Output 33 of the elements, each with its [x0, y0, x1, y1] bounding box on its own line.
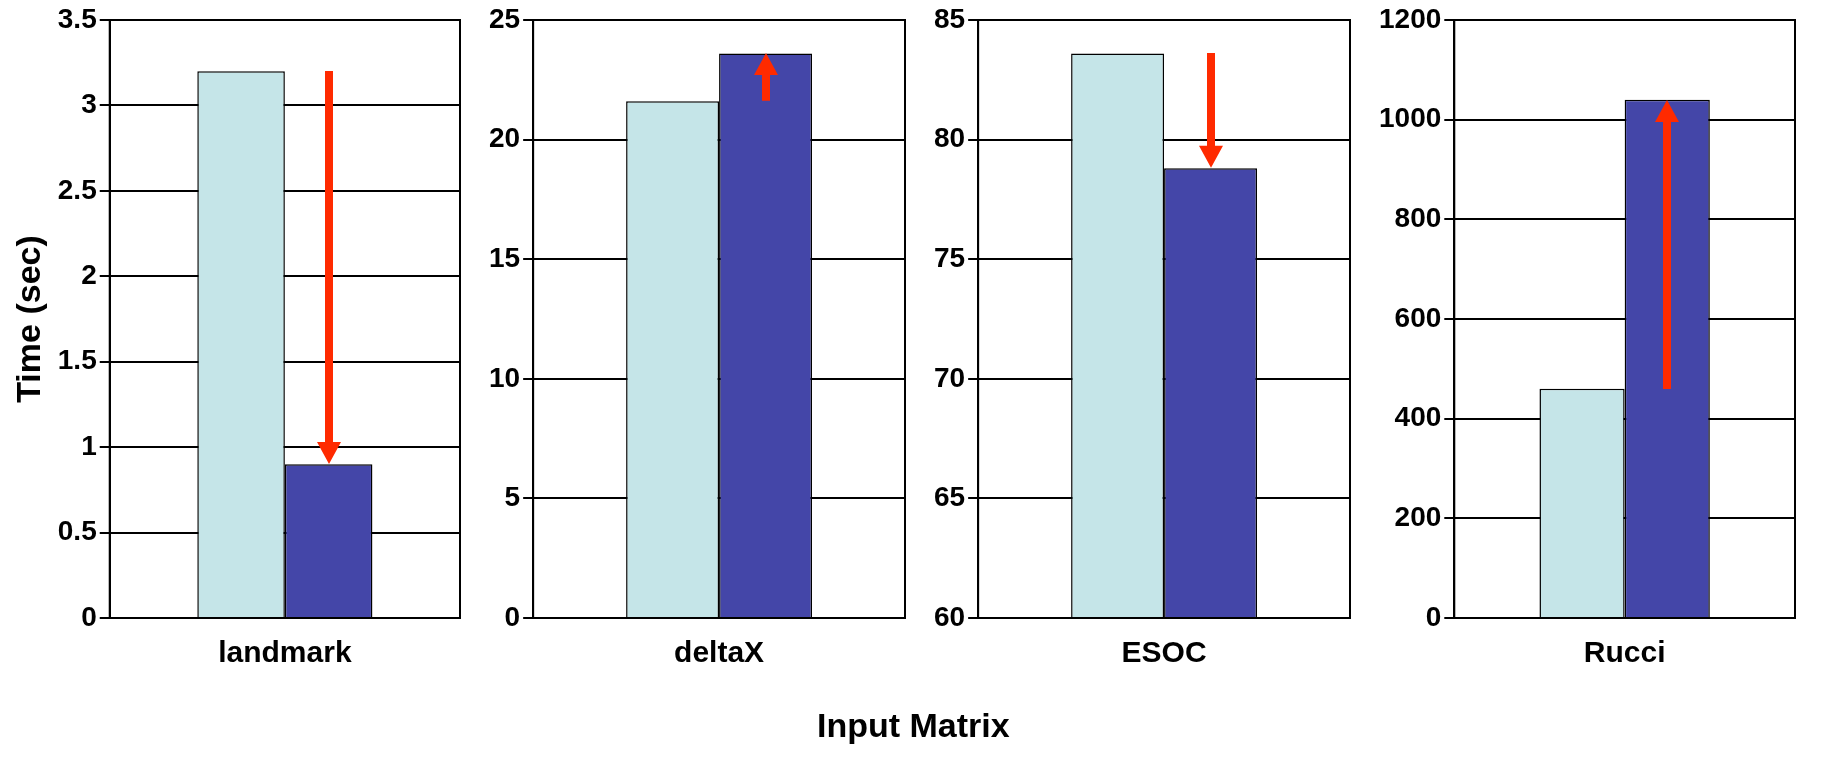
y-tick-label: 10 — [488, 361, 521, 393]
y-tick-label: 800 — [1394, 202, 1442, 234]
x-axis-title: Input Matrix — [817, 706, 1010, 745]
x-tick-label: Rucci — [1583, 635, 1666, 669]
y-tick-label: 3 — [81, 88, 97, 120]
y-tick-label: 25 — [488, 2, 521, 34]
x-tick-label: ESOC — [1121, 635, 1207, 669]
y-tick-label: 80 — [933, 122, 966, 154]
y-tick-label: 70 — [933, 361, 966, 393]
y-tick-label: 0.5 — [57, 515, 97, 547]
y-tick-label: 65 — [933, 481, 966, 513]
y-tick-label: 0 — [504, 600, 521, 632]
y-tick-label: 20 — [488, 122, 521, 154]
y-tick-label: 1.5 — [57, 344, 97, 376]
x-tick-label: deltaX — [674, 635, 765, 669]
y-tick-label: 400 — [1394, 401, 1442, 433]
y-tick-label: 0 — [1425, 600, 1442, 632]
y-tick-label: 0 — [81, 600, 97, 632]
y-axis-title: Time (sec) — [8, 235, 47, 403]
y-tick-label: 200 — [1394, 501, 1442, 533]
y-tick-label: 2.5 — [57, 173, 97, 205]
y-tick-label: 1200 — [1378, 2, 1442, 34]
y-tick-label: 75 — [933, 241, 966, 273]
y-tick-label: 85 — [933, 2, 966, 34]
y-tick-label: 1 — [81, 429, 97, 461]
x-tick-label: landmark — [218, 635, 352, 669]
y-tick-label: 5 — [504, 481, 521, 513]
y-tick-label: 1000 — [1378, 102, 1442, 134]
y-tick-label: 15 — [488, 241, 521, 273]
y-tick-label: 600 — [1394, 301, 1442, 333]
y-tick-label: 3.5 — [57, 2, 97, 34]
y-tick-label: 60 — [933, 600, 966, 632]
y-tick-label: 2 — [81, 259, 97, 290]
